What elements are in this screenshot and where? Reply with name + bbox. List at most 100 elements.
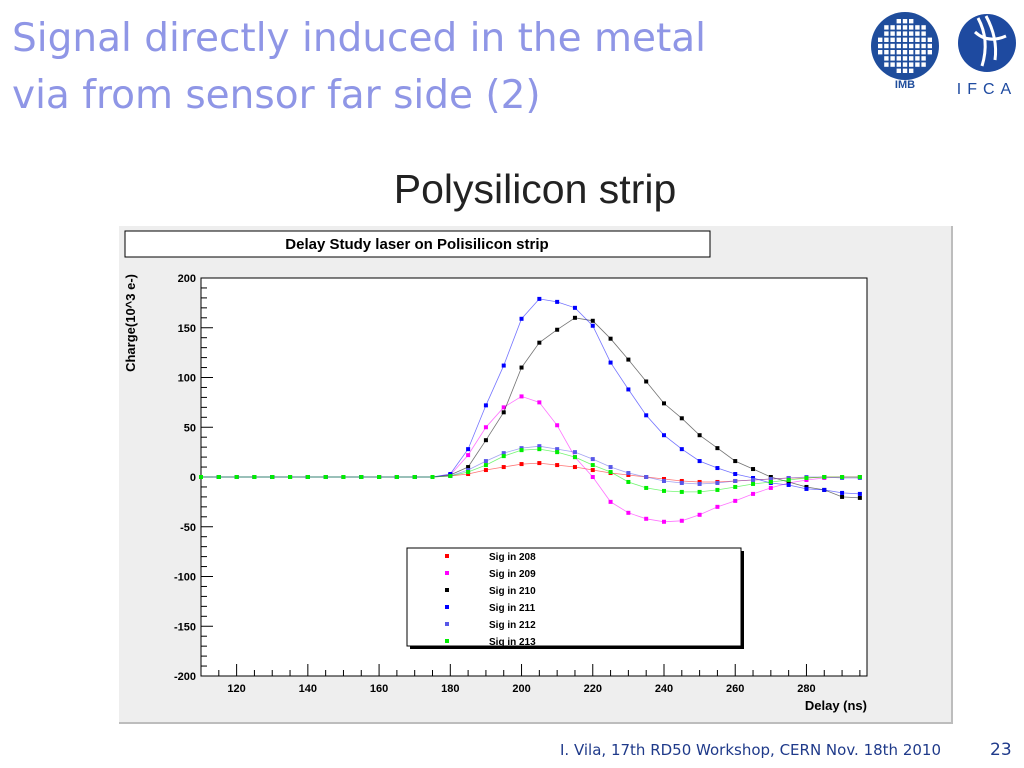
data-point: [537, 444, 542, 449]
imb-logo-dot: [902, 19, 908, 24]
data-point: [216, 475, 221, 479]
data-point: [679, 447, 684, 452]
data-point: [466, 453, 471, 458]
legend-marker: [445, 571, 449, 575]
data-point: [786, 482, 791, 487]
data-point: [715, 487, 720, 492]
imb-logo-dot: [909, 37, 914, 42]
data-point: [857, 475, 862, 479]
data-point: [697, 489, 702, 494]
x-axis-label: Delay (ns): [805, 698, 867, 713]
data-point: [483, 468, 488, 473]
imb-logo-dot: [909, 25, 914, 30]
data-point: [822, 487, 827, 492]
data-point: [840, 490, 845, 495]
data-point: [608, 470, 613, 475]
imb-logo-dot: [884, 50, 889, 55]
imb-logo-dot: [921, 25, 926, 30]
data-point: [733, 484, 738, 489]
y-tick-label: -100: [174, 572, 196, 584]
data-point: [466, 470, 471, 475]
imb-logo-dot: [902, 62, 908, 67]
data-point: [199, 475, 203, 479]
logos: IMB IFCA: [862, 10, 1024, 100]
data-point: [751, 467, 756, 472]
imb-logo-dot: [909, 31, 914, 36]
data-point: [501, 454, 506, 459]
data-point: [234, 475, 239, 479]
data-point: [626, 357, 631, 362]
data-point: [519, 448, 524, 453]
imb-logo-dot: [909, 50, 914, 55]
data-point: [519, 316, 524, 321]
data-point: [679, 416, 684, 421]
data-point: [661, 478, 666, 483]
x-tick-label: 200: [512, 683, 530, 695]
ifca-logo: IFCA: [957, 14, 1016, 98]
data-point: [786, 477, 791, 482]
data-point: [768, 485, 773, 490]
imb-logo-dot: [909, 43, 914, 49]
data-point: [537, 296, 542, 301]
data-point: [608, 465, 613, 470]
legend-marker: [445, 554, 449, 558]
data-point: [751, 477, 756, 482]
x-tick-label: 280: [797, 683, 815, 695]
imb-logo-dot: [884, 56, 889, 61]
imb-logo-dot: [927, 37, 932, 42]
data-point: [270, 475, 275, 479]
legend-label: Sig in 209: [489, 569, 536, 580]
data-point: [661, 433, 666, 438]
y-tick-label: 0: [190, 472, 196, 484]
imb-logo-dot: [921, 37, 926, 42]
y-tick-label: -150: [174, 621, 196, 633]
data-point: [501, 451, 506, 456]
data-point: [661, 488, 666, 493]
data-point: [626, 387, 631, 392]
footer-credit: I. Vila, 17th RD50 Workshop, CERN Nov. 1…: [560, 741, 941, 759]
data-point: [590, 323, 595, 328]
imb-logo-dot: [896, 43, 901, 49]
imb-logo-dot: [890, 37, 895, 42]
data-point: [537, 447, 542, 452]
data-point: [341, 475, 346, 479]
imb-logo-dot: [878, 50, 883, 55]
data-point: [519, 394, 524, 399]
x-tick-label: 220: [584, 683, 602, 695]
y-tick-label: 50: [184, 422, 196, 434]
imb-logo-dot: [884, 31, 889, 36]
imb-logo-dot: [915, 25, 920, 30]
data-point: [733, 478, 738, 483]
chart-title-box: [124, 230, 711, 258]
data-point: [537, 340, 542, 345]
data-point: [394, 475, 399, 479]
imb-logo-dot: [902, 31, 908, 36]
data-point: [537, 461, 542, 466]
data-point: [305, 475, 310, 479]
data-point: [679, 518, 684, 523]
data-point: [430, 475, 435, 479]
data-point: [572, 315, 577, 320]
data-point: [840, 475, 845, 479]
slide-subtitle: Polysilicon strip: [393, 166, 677, 212]
data-point: [555, 463, 560, 468]
data-point: [572, 465, 577, 470]
imb-logo-dot: [909, 19, 914, 24]
imb-logo-dot: [902, 68, 908, 73]
data-point: [466, 447, 471, 452]
imb-logo-dot: [902, 25, 908, 30]
data-point: [626, 510, 631, 515]
data-point: [590, 468, 595, 473]
x-tick-label: 180: [441, 683, 459, 695]
data-point: [804, 486, 809, 491]
imb-logo-dot: [884, 62, 889, 67]
data-point: [323, 475, 328, 479]
imb-logo-dot: [915, 37, 920, 42]
x-tick-label: 160: [370, 683, 388, 695]
imb-logo-dot: [921, 50, 926, 55]
imb-logo-dot: [890, 56, 895, 61]
data-point: [483, 403, 488, 408]
y-tick-label: 100: [178, 373, 196, 385]
data-point: [590, 318, 595, 323]
data-point: [359, 475, 364, 479]
